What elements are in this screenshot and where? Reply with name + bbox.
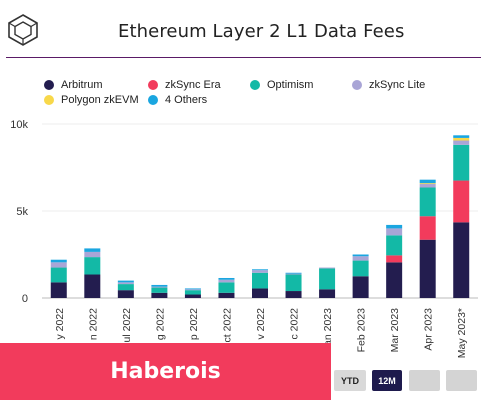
brand-banner: Haberois — [0, 343, 331, 400]
range-button-ytd[interactable]: YTD — [334, 370, 366, 391]
range-button[interactable] — [409, 370, 440, 391]
legend-swatch — [148, 80, 158, 90]
bar-segment — [184, 290, 201, 295]
x-tick-label: Feb 2023 — [356, 308, 368, 353]
legend-swatch — [44, 95, 54, 105]
x-tick-label: Mar 2023 — [389, 308, 401, 353]
x-tick-label: ul 2022 — [121, 308, 133, 343]
bar-segment — [50, 282, 67, 298]
legend-item-4-others[interactable]: 4 Others — [148, 94, 207, 106]
x-tick-label: ct 2022 — [221, 308, 233, 343]
range-button[interactable] — [446, 370, 477, 391]
legend-item-arbitrum[interactable]: Arbitrum — [44, 79, 103, 91]
bar-segment — [218, 277, 235, 280]
bar-segment — [218, 282, 235, 293]
bar-segment — [184, 289, 201, 291]
bar-segment — [352, 254, 369, 257]
x-tick-label: May 2023* — [456, 308, 468, 358]
bar-segment — [117, 290, 134, 298]
bar-segment — [352, 260, 369, 277]
x-tick-label: v 2022 — [255, 308, 267, 340]
bar-segment — [419, 179, 436, 184]
legend-item-polygon-zkevm[interactable]: Polygon zkEVM — [44, 94, 139, 106]
y-tick-label: 10k — [10, 119, 28, 131]
bar-segment — [151, 287, 168, 293]
bar-segment — [386, 255, 403, 263]
legend-label: Optimism — [267, 79, 314, 91]
bar-segment — [419, 239, 436, 298]
legend-swatch — [352, 80, 362, 90]
bar-segment — [218, 279, 235, 283]
bar-segment — [84, 251, 101, 258]
bar-segment — [117, 282, 134, 285]
bar-segment — [285, 273, 302, 275]
x-tick-label: c 2022 — [289, 308, 301, 340]
bar-segment — [319, 268, 336, 290]
cube-icon — [8, 14, 38, 46]
bar-segment — [453, 180, 470, 223]
bar-segment — [453, 140, 470, 145]
legend-label: 4 Others — [165, 94, 208, 106]
bar-segment — [252, 270, 268, 273]
x-tick-label: n 2022 — [87, 308, 99, 340]
y-tick-label: 5k — [16, 206, 28, 218]
legend-label: zkSync Lite — [369, 79, 426, 91]
x-tick-label: Apr 2023 — [423, 308, 435, 351]
bar-segment — [419, 216, 436, 240]
x-tick-label: y 2022 — [54, 308, 66, 340]
bar-segment — [184, 294, 201, 298]
bar-segment — [453, 222, 470, 298]
bar-segment — [84, 274, 101, 298]
bar-segment — [453, 144, 470, 181]
bar-segment — [319, 267, 336, 269]
y-tick-label: 0 — [22, 293, 28, 305]
bar-segment — [419, 183, 436, 185]
bar-segment — [252, 272, 268, 289]
legend-item-zksync-lite[interactable]: zkSync Lite — [352, 79, 425, 91]
bar-segment — [117, 280, 134, 283]
bar-segment — [453, 135, 470, 138]
bar-segment — [50, 267, 67, 283]
bar-segment — [84, 248, 101, 252]
legend-swatch — [148, 95, 158, 105]
bar-segment — [151, 286, 168, 288]
legend-item-optimism[interactable]: Optimism — [250, 79, 313, 91]
bar-segment — [184, 288, 201, 290]
bar-segment — [50, 262, 67, 268]
bar-segment — [252, 288, 268, 298]
legend-swatch — [250, 80, 260, 90]
bar-segment — [285, 291, 302, 298]
bar-segment — [419, 187, 436, 217]
legend-label: Polygon zkEVM — [61, 94, 139, 106]
bar-segment — [151, 284, 168, 287]
bar-segment — [84, 257, 101, 275]
x-tick-label: Jan 2023 — [322, 308, 334, 351]
bar-segment — [285, 272, 302, 274]
bar-segment — [151, 292, 168, 298]
bar-segment — [319, 289, 336, 298]
bar-segment — [218, 292, 235, 298]
title-divider — [6, 57, 481, 58]
range-button-12m[interactable]: 12M — [372, 370, 402, 391]
bar-segment — [386, 262, 403, 298]
legend-label: zkSync Era — [165, 79, 221, 91]
x-tick-label: p 2022 — [188, 308, 200, 340]
x-tick-label: g 2022 — [154, 308, 166, 340]
bar-segment — [285, 274, 302, 292]
bar-segment — [50, 259, 67, 263]
bar-segment — [352, 256, 369, 261]
legend-swatch — [44, 80, 54, 90]
bar-segment — [386, 228, 403, 236]
bar-segment — [453, 137, 470, 141]
bar-segment — [252, 269, 268, 271]
bar-segment — [117, 284, 134, 291]
page-title: Ethereum Layer 2 L1 Data Fees — [118, 21, 405, 42]
bar-segment — [386, 224, 403, 229]
bar-segment — [386, 235, 403, 256]
bar-segment — [352, 276, 369, 298]
legend-item-zksync-era[interactable]: zkSync Era — [148, 79, 221, 91]
legend-label: Arbitrum — [61, 79, 103, 91]
bar-segment — [419, 184, 436, 188]
